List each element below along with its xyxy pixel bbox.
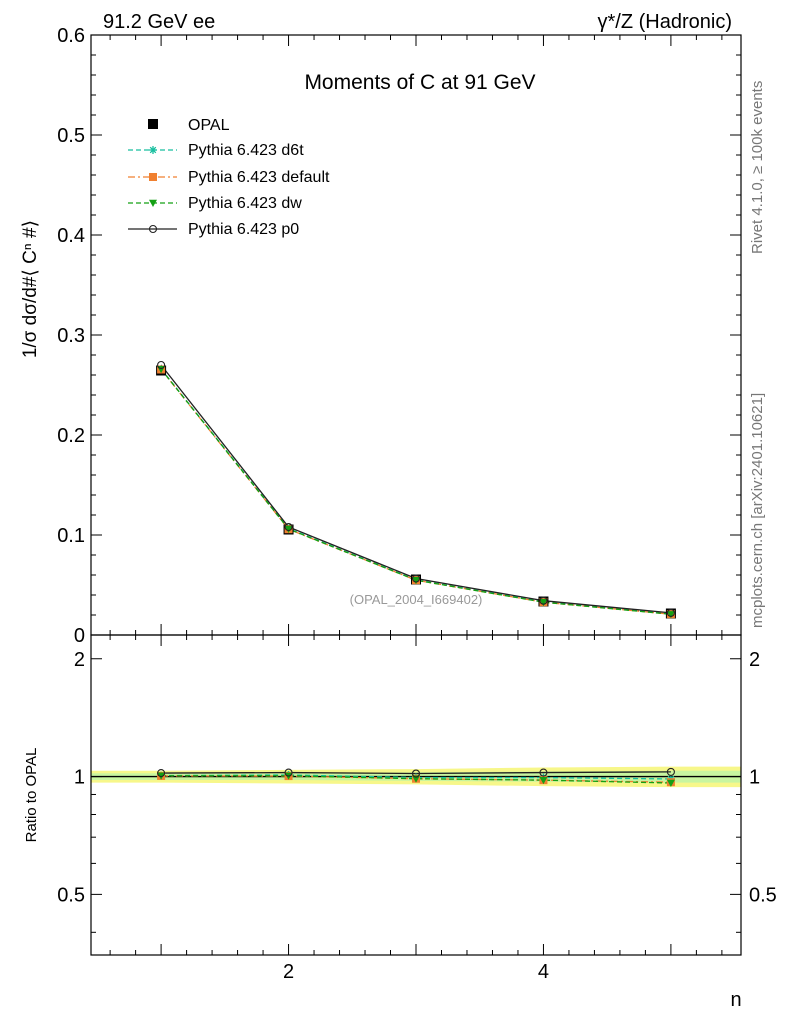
ratio-point-3 bbox=[666, 767, 675, 776]
ratio-y-tick-label-right: 2 bbox=[749, 649, 760, 671]
ratio-point-3 bbox=[411, 769, 421, 778]
series-point-2 bbox=[284, 525, 293, 533]
ratio-point-3 bbox=[157, 769, 166, 778]
legend-label-dw: Pythia 6.423 dw bbox=[188, 195, 302, 212]
main-y-tick-label: 0.6 bbox=[57, 25, 85, 47]
ratio-y-tick-label-right: 0.5 bbox=[749, 884, 777, 906]
main-y-tick-label: 0.5 bbox=[57, 125, 85, 147]
main-y-tick-label: 0.4 bbox=[57, 225, 85, 247]
ratio-y-tick-label-left: 1 bbox=[74, 767, 85, 789]
ratio-point-2 bbox=[666, 779, 675, 788]
legend-label-p0: Pythia 6.423 p0 bbox=[188, 221, 299, 238]
main-y-axis-label: 1/σ dσ/d#⟨ Cⁿ #⟩ bbox=[20, 220, 41, 358]
ratio-point-2 bbox=[539, 776, 548, 785]
legend: OPAL Pythia 6.423 d6t Pythia 6.423 defau… bbox=[128, 117, 330, 238]
ratio-y-axis-label: Ratio to OPAL bbox=[23, 748, 40, 843]
ratio-y-tick-label-left: 0.5 bbox=[57, 884, 85, 906]
series-point-2 bbox=[412, 577, 420, 585]
legend-marker-2 bbox=[149, 199, 157, 207]
x-axis-label: n bbox=[730, 989, 741, 1011]
analysis-id-label: (OPAL_2004_I669402) bbox=[350, 592, 483, 607]
main-axis-ticks: 0 0.1 0.2 0.3 0.4 0.5 0.6 2 4 bbox=[57, 25, 741, 983]
series-point-3 bbox=[666, 608, 675, 617]
ratio-y-tick-label-right: 1 bbox=[749, 767, 760, 789]
main-series-layer bbox=[156, 360, 676, 619]
series-line-2 bbox=[160, 368, 671, 615]
ratio-y-tick-label-left: 2 bbox=[74, 649, 85, 671]
ratio-axis-ticks: 0.5 0.5 1 1 2 2 bbox=[57, 649, 777, 933]
chart-title: Moments of C at 91 GeV bbox=[304, 71, 535, 94]
ratio-point-3 bbox=[284, 768, 293, 777]
ratio-point-3 bbox=[539, 768, 548, 777]
legend-label-opal: OPAL bbox=[188, 117, 230, 134]
legend-marker-opal bbox=[148, 119, 158, 129]
legend-marker-1 bbox=[149, 173, 157, 181]
series-point-3 bbox=[157, 360, 166, 370]
series-point-3 bbox=[284, 522, 293, 532]
header-energy-label: 91.2 GeV ee bbox=[103, 11, 215, 33]
mcplots-label: mcplots.cern.ch [arXiv:2401.10621] bbox=[749, 393, 766, 628]
main-y-tick-label: 0.2 bbox=[57, 425, 85, 447]
main-y-tick-label: 0 bbox=[74, 625, 85, 647]
series-point-3 bbox=[539, 596, 548, 605]
legend-label-default: Pythia 6.423 default bbox=[188, 169, 330, 186]
legend-marker-0 bbox=[149, 146, 157, 154]
legend-marker-3 bbox=[148, 224, 158, 234]
main-y-tick-label: 0.1 bbox=[57, 525, 85, 547]
series-point-2 bbox=[539, 599, 548, 607]
main-y-tick-label: 0.3 bbox=[57, 325, 85, 347]
ratio-series-layer bbox=[157, 767, 675, 788]
legend-label-d6t: Pythia 6.423 d6t bbox=[188, 142, 304, 159]
x-tick-label: 4 bbox=[538, 961, 549, 983]
header-process-label: γ*/Z (Hadronic) bbox=[598, 11, 732, 33]
rivet-version-label: Rivet 4.1.0, ≥ 100k events bbox=[749, 81, 766, 254]
x-tick-label: 2 bbox=[283, 961, 294, 983]
ratio-point-2 bbox=[412, 775, 420, 783]
ratio-plot-frame bbox=[90, 634, 742, 956]
series-point-3 bbox=[411, 574, 421, 583]
series-point-2 bbox=[666, 611, 675, 619]
ratio-line-2 bbox=[161, 775, 671, 784]
